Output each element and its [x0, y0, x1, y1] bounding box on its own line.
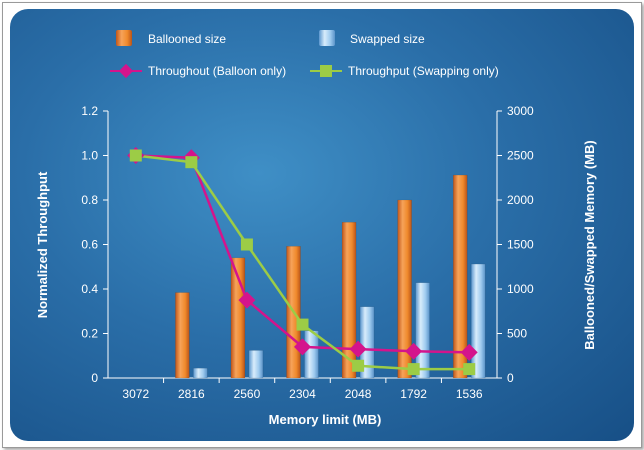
point-balloon-throughput — [405, 342, 423, 360]
bar-swapped — [470, 263, 486, 379]
legend-marker-swapping — [320, 65, 332, 77]
x-tick-label: 2304 — [289, 387, 316, 401]
point-balloon-throughput — [349, 340, 367, 358]
point-swapping-throughput — [463, 363, 476, 376]
y2-tick-label: 1000 — [507, 282, 534, 296]
legend-marker-balloon — [118, 63, 134, 79]
y2-tick-label: 500 — [507, 327, 527, 341]
y-tick-label: 1.0 — [81, 149, 98, 163]
y-tick-label: 1.2 — [81, 104, 98, 118]
legend-swatch-ballooned — [116, 30, 132, 46]
y2-axis-title: Ballooned/Swapped Memory (MB) — [582, 140, 597, 349]
bar-swapped — [193, 367, 208, 379]
point-swapping-throughput — [240, 238, 253, 251]
legend-label-swapping-throughput: Throughput (Swapping only) — [348, 64, 499, 78]
chart-panel: Ballooned size Swapped size Throughout (… — [10, 9, 634, 441]
line-marks — [127, 147, 478, 376]
point-swapping-throughput — [407, 363, 420, 376]
y-ticks-left: 0 0.2 0.4 0.6 0.8 1.0 1.2 — [81, 104, 108, 385]
y-tick-label: 0.6 — [81, 238, 98, 252]
y2-tick-label: 1500 — [507, 238, 534, 252]
y2-tick-label: 0 — [507, 371, 514, 385]
x-ticks: 3072 2816 2560 2304 2048 1792 1536 — [122, 378, 483, 401]
bar-swapped — [248, 350, 264, 379]
y-tick-label: 0.8 — [81, 193, 98, 207]
bar-ballooned — [397, 199, 412, 379]
point-swapping-throughput — [185, 156, 198, 169]
x-axis-title: Memory limit (MB) — [269, 412, 382, 427]
x-tick-label: 3072 — [122, 387, 149, 401]
point-swapping-throughput — [296, 318, 309, 331]
legend-label-swapped: Swapped size — [350, 32, 425, 46]
bar-ballooned — [341, 222, 357, 379]
legend-label-ballooned: Ballooned size — [148, 32, 226, 46]
point-balloon-throughput — [238, 291, 256, 309]
y-tick-label: 0.4 — [81, 282, 98, 296]
x-tick-label: 2048 — [345, 387, 372, 401]
point-swapping-throughput — [352, 359, 365, 372]
x-tick-label: 1536 — [456, 387, 483, 401]
x-tick-label: 2816 — [178, 387, 205, 401]
y-tick-label: 0.2 — [81, 327, 98, 341]
legend: Ballooned size Swapped size Throughout (… — [110, 30, 499, 79]
point-balloon-throughput — [460, 343, 478, 361]
y2-tick-label: 2500 — [507, 149, 534, 163]
x-tick-label: 2560 — [234, 387, 261, 401]
point-balloon-throughput — [294, 338, 311, 356]
legend-swatch-swapped — [319, 30, 335, 46]
y-axis-title: Normalized Throughput — [35, 171, 50, 318]
y-ticks-right: 0 500 1000 1500 2000 2500 3000 — [497, 104, 534, 385]
point-swapping-throughput — [129, 149, 142, 162]
y2-tick-label: 3000 — [507, 104, 534, 118]
legend-label-balloon-throughput: Throughout (Balloon only) — [148, 64, 286, 78]
x-tick-label: 1792 — [400, 387, 427, 401]
y-tick-label: 0 — [91, 371, 98, 385]
y2-tick-label: 2000 — [507, 193, 534, 207]
bar-swapped — [304, 330, 319, 379]
chart-svg: Ballooned size Swapped size Throughout (… — [35, 30, 597, 427]
bar-ballooned — [452, 174, 468, 379]
bar-ballooned — [175, 292, 190, 379]
